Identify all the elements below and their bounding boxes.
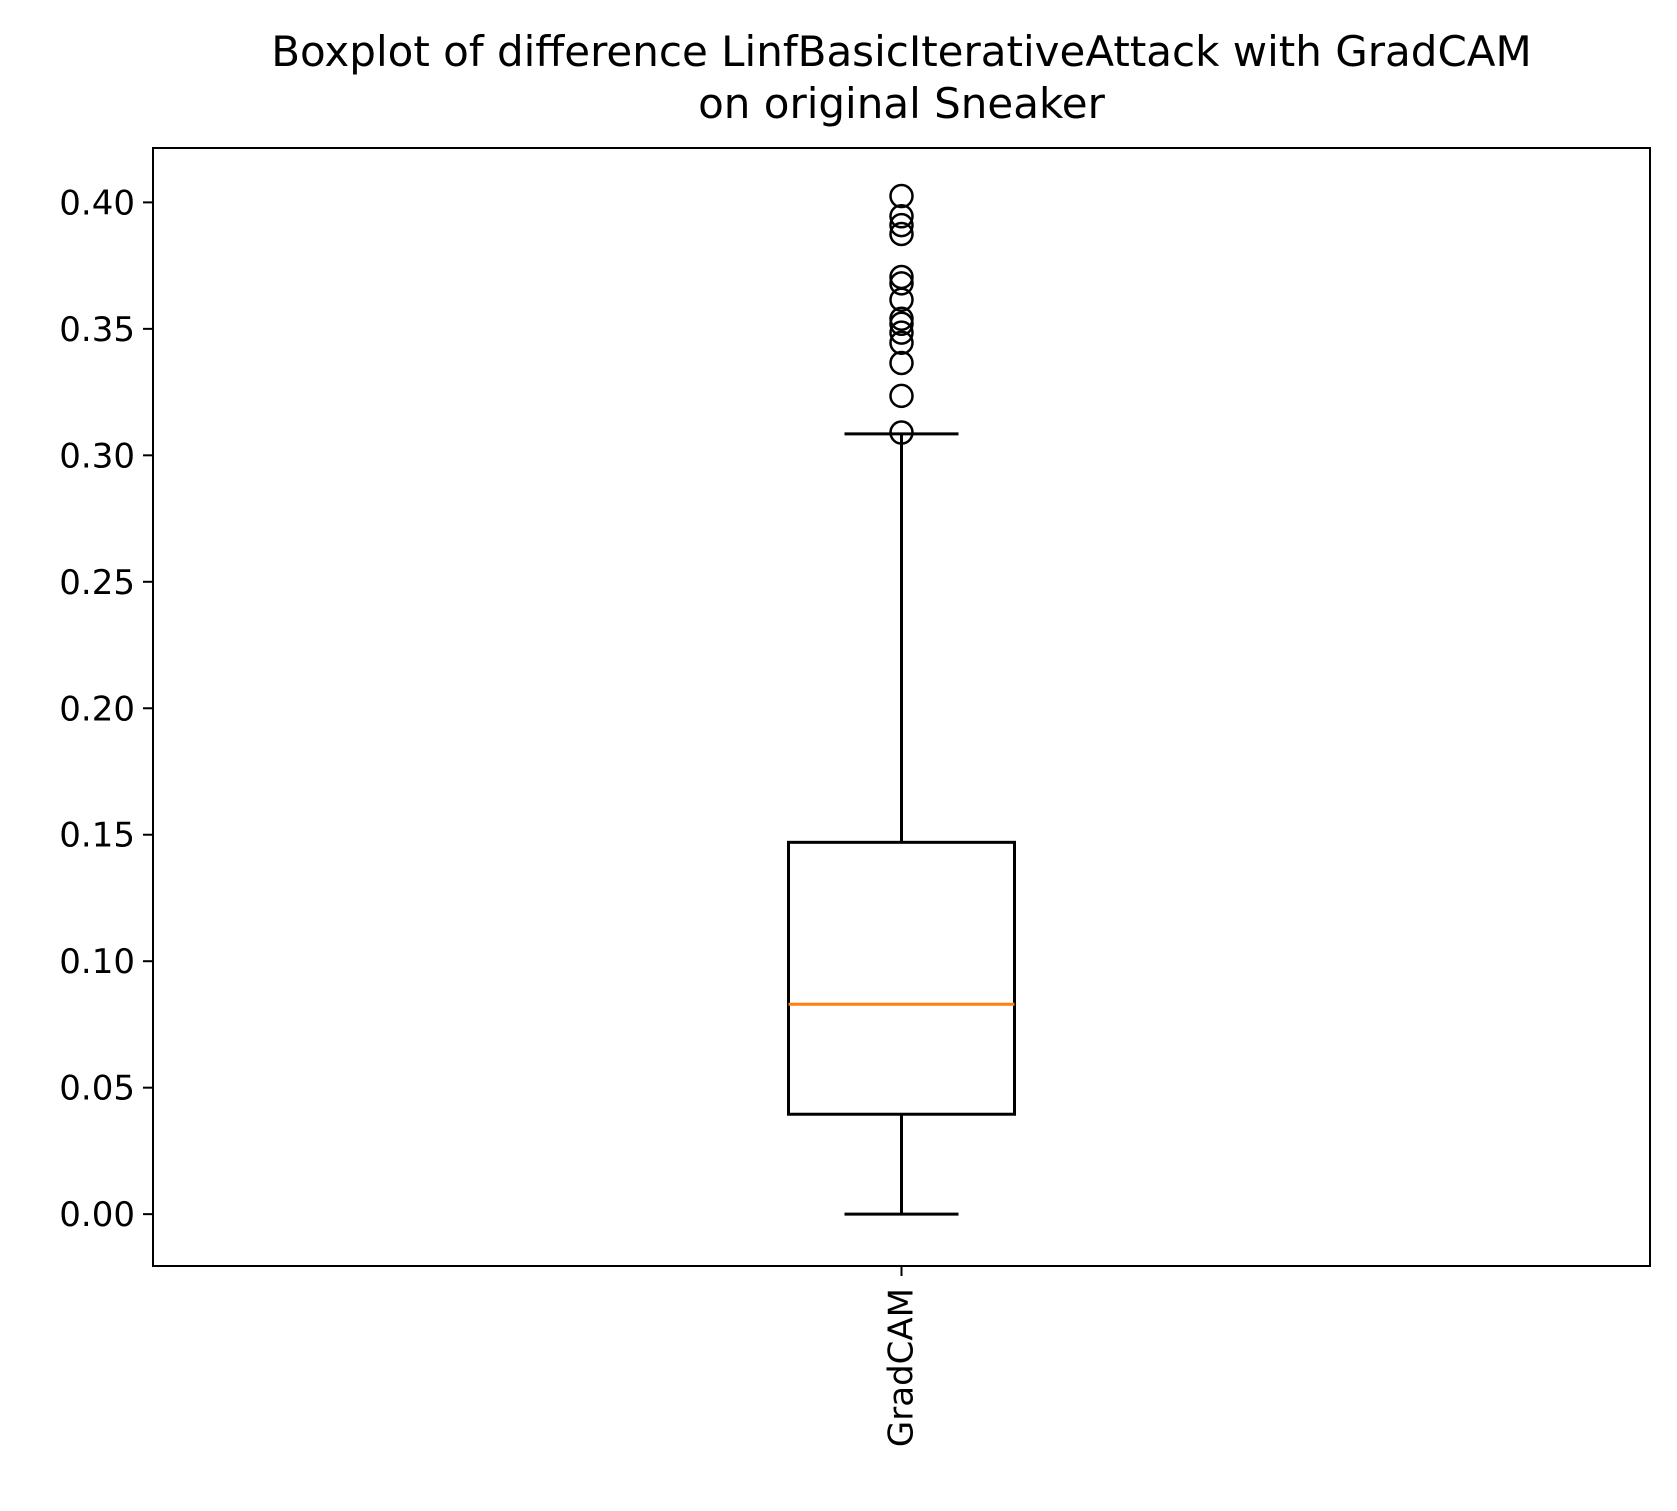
outlier-point — [889, 383, 914, 409]
outlier-point — [889, 264, 914, 290]
y-tick-label: 0.15 — [59, 816, 135, 856]
y-tick-label: 0.35 — [59, 310, 135, 350]
y-tick-label: 0.00 — [59, 1195, 135, 1235]
chart-title-line-1: Boxplot of difference LinfBasicIterative… — [271, 27, 1532, 76]
box-iqr — [787, 840, 1016, 1116]
outlier-point — [889, 271, 914, 296]
outlier-point — [889, 183, 914, 209]
y-tick-label: 0.10 — [59, 942, 135, 982]
y-tick-label: 0.25 — [59, 563, 135, 603]
outlier-point — [889, 320, 914, 345]
x-tick-label: GradCAM — [882, 1288, 922, 1447]
y-tick-label: 0.40 — [59, 183, 135, 223]
outlier-point — [889, 204, 914, 229]
outlier-point — [889, 330, 914, 356]
plot-frame — [152, 147, 1651, 1267]
chart-title-line-2: on original Sneaker — [698, 79, 1106, 128]
outlier-point — [889, 350, 914, 376]
outlier-point — [889, 221, 914, 247]
y-tick-label: 0.20 — [59, 689, 135, 729]
outlier-point — [889, 212, 914, 238]
y-tick-label: 0.30 — [59, 436, 135, 476]
outlier-point — [889, 306, 914, 331]
y-tick-label: 0.05 — [59, 1069, 135, 1109]
outlier-point — [889, 420, 914, 445]
